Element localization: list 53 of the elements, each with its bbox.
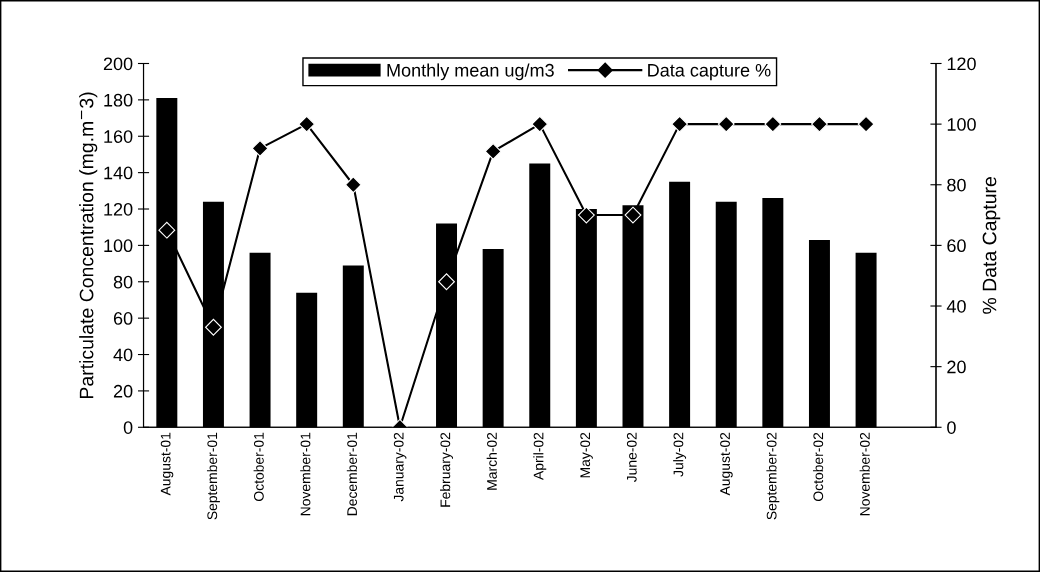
y2-tick-label: 120 — [947, 57, 976, 71]
x-tick-label: June-02 — [626, 432, 637, 483]
point — [344, 176, 362, 194]
y2-tick-label: 80 — [947, 178, 966, 192]
legend-label: Monthly mean ug/m3 — [387, 63, 554, 81]
point — [857, 115, 875, 133]
point — [205, 318, 222, 336]
x-tick-label: November-01 — [300, 432, 311, 516]
y-tick-label: 160 — [104, 130, 133, 143]
x-tick-label: October-02 — [812, 432, 824, 501]
point — [531, 115, 549, 133]
y2-tick-label: 40 — [946, 299, 966, 313]
y-tick-label: 80 — [113, 275, 133, 289]
y-tick-label: 180 — [104, 93, 133, 107]
point — [438, 273, 455, 291]
y2-tick-label: 20 — [947, 360, 966, 374]
x-tick-label: August-02 — [720, 432, 733, 496]
x-tick-label: September-02 — [766, 432, 780, 520]
x-tick-label: March-02 — [486, 432, 497, 490]
y-tick-label: 120 — [104, 202, 133, 216]
point — [624, 206, 642, 224]
y2-tick-label: 0 — [947, 421, 956, 434]
y2-tick-label: 100 — [947, 118, 976, 131]
point — [577, 206, 595, 224]
x-tick-label: December-01 — [346, 432, 358, 516]
point — [764, 115, 782, 133]
y-tick-label: 20 — [113, 384, 133, 398]
x-tick-label: February-02 — [440, 432, 453, 507]
y-tick-label: 140 — [104, 166, 133, 180]
x-tick-label: April-02 — [533, 432, 547, 480]
point — [158, 221, 176, 239]
y-axis-title: Particulate Concentration (mg.m$^{−}$3) — [79, 92, 98, 398]
point — [671, 115, 689, 133]
x-tick-label: September-01 — [206, 432, 220, 520]
point — [484, 142, 502, 160]
y-tick-label: 100 — [104, 239, 133, 253]
x-tick-label: May-02 — [580, 432, 593, 478]
point — [298, 115, 316, 133]
x-tick-label: November-02 — [859, 432, 870, 516]
x-tick-label: August-01 — [160, 432, 174, 496]
y-tick-label: 0 — [123, 421, 133, 434]
point — [811, 115, 828, 133]
y2-tick-label: 60 — [947, 239, 966, 253]
y-tick-label: 200 — [103, 57, 133, 71]
point — [717, 115, 735, 133]
x-tick-label: July-02 — [673, 432, 687, 477]
y2-axis-title: % Data Capture — [982, 177, 1001, 314]
legend-label: Data capture % — [648, 63, 771, 81]
point — [251, 139, 269, 157]
x-tick-label: January-02 — [393, 432, 407, 502]
y-tick-label: 40 — [113, 348, 133, 362]
x-tick-label: October-01 — [253, 432, 264, 501]
y-tick-label: 60 — [113, 312, 133, 325]
